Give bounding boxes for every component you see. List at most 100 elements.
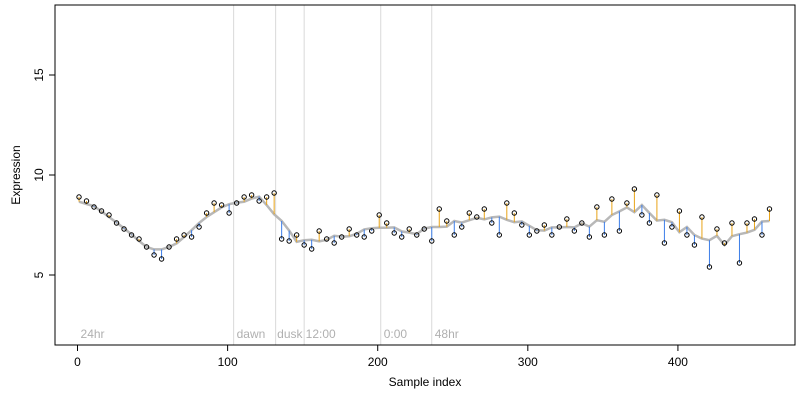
data-point	[699, 214, 705, 220]
data-point	[759, 232, 765, 238]
x-tick-label: 400	[668, 355, 688, 369]
x-axis-title: Sample index	[389, 375, 462, 389]
x-axis: 0 100 200 300 400	[74, 344, 688, 369]
data-point	[338, 234, 345, 240]
data-point	[631, 186, 638, 192]
data-point	[391, 230, 397, 236]
data-point	[158, 256, 165, 262]
data-point	[113, 220, 120, 226]
data-point	[429, 238, 435, 244]
data-point	[196, 224, 202, 230]
data-point	[331, 240, 337, 246]
phase-label: dusk	[277, 327, 303, 341]
data-point	[481, 206, 487, 212]
phase-label: 24hr	[81, 327, 105, 341]
data-point	[301, 242, 307, 248]
data-point	[218, 202, 225, 208]
data-point	[98, 208, 105, 214]
x-tick-label: 100	[218, 355, 238, 369]
data-point	[151, 252, 157, 258]
data-point	[173, 236, 180, 242]
plot-frame	[54, 4, 796, 346]
data-point	[496, 232, 503, 238]
data-point	[609, 196, 615, 202]
phase-label: dawn	[237, 327, 266, 341]
data-point	[601, 232, 608, 238]
data-point	[421, 226, 427, 232]
y-axis: 5 10 15	[32, 68, 56, 278]
data-point	[406, 226, 412, 232]
data-point	[549, 232, 555, 238]
data-point	[354, 232, 360, 238]
x-tick-label: 300	[518, 355, 538, 369]
data-point	[526, 232, 533, 238]
data-point	[286, 238, 292, 244]
data-point	[744, 220, 750, 226]
data-point	[721, 240, 728, 246]
phase-labels: 24hr dawn dusk 12:00 0:00 48hr	[81, 327, 459, 341]
data-point	[504, 200, 510, 206]
phase-label: 12:00	[306, 327, 336, 341]
data-point	[669, 224, 675, 230]
data-point	[369, 228, 375, 234]
data-point	[594, 204, 600, 210]
data-point	[661, 240, 668, 246]
data-point	[91, 204, 97, 210]
data-point	[511, 210, 518, 216]
data-point	[106, 212, 112, 218]
data-point	[616, 228, 623, 234]
data-point	[751, 216, 758, 222]
data-point	[136, 236, 142, 242]
data-points	[76, 186, 773, 270]
data-point	[444, 218, 450, 224]
data-point	[624, 200, 630, 206]
y-axis-title: Expression	[9, 145, 23, 204]
phase-label: 0:00	[384, 327, 408, 341]
data-point	[676, 208, 683, 214]
data-point	[143, 244, 150, 250]
data-point	[263, 194, 270, 200]
data-point	[233, 200, 240, 206]
data-point	[376, 212, 382, 218]
data-point	[706, 264, 713, 270]
data-point	[203, 210, 210, 216]
data-point	[639, 212, 645, 218]
data-point	[519, 222, 525, 228]
data-point	[654, 192, 660, 198]
data-point	[256, 198, 262, 204]
y-tick-label: 5	[32, 271, 46, 278]
data-point	[384, 220, 390, 226]
data-point	[564, 216, 570, 222]
data-point	[248, 192, 255, 198]
data-point	[293, 232, 300, 238]
data-point	[361, 234, 367, 240]
data-point	[766, 206, 773, 212]
data-point	[556, 224, 563, 230]
data-point	[474, 214, 480, 220]
data-point	[466, 210, 472, 216]
data-point	[541, 222, 548, 228]
data-point	[534, 228, 540, 234]
data-point	[211, 200, 217, 206]
data-point	[399, 234, 405, 240]
data-point	[271, 190, 277, 196]
data-point	[586, 234, 593, 240]
data-point	[166, 244, 172, 250]
data-point	[414, 232, 420, 238]
data-point	[571, 228, 578, 234]
data-point	[83, 198, 90, 204]
phase-boundaries	[233, 5, 433, 345]
data-point	[181, 232, 187, 238]
data-point	[714, 226, 720, 232]
data-point	[736, 260, 743, 266]
data-point	[346, 226, 352, 232]
data-point	[729, 220, 735, 226]
phase-label: 48hr	[435, 327, 459, 341]
data-point	[316, 228, 322, 234]
data-point	[646, 220, 653, 226]
data-point	[489, 220, 495, 226]
data-point	[459, 224, 465, 230]
x-tick-label: 200	[368, 355, 388, 369]
y-tick-label: 15	[32, 68, 46, 82]
